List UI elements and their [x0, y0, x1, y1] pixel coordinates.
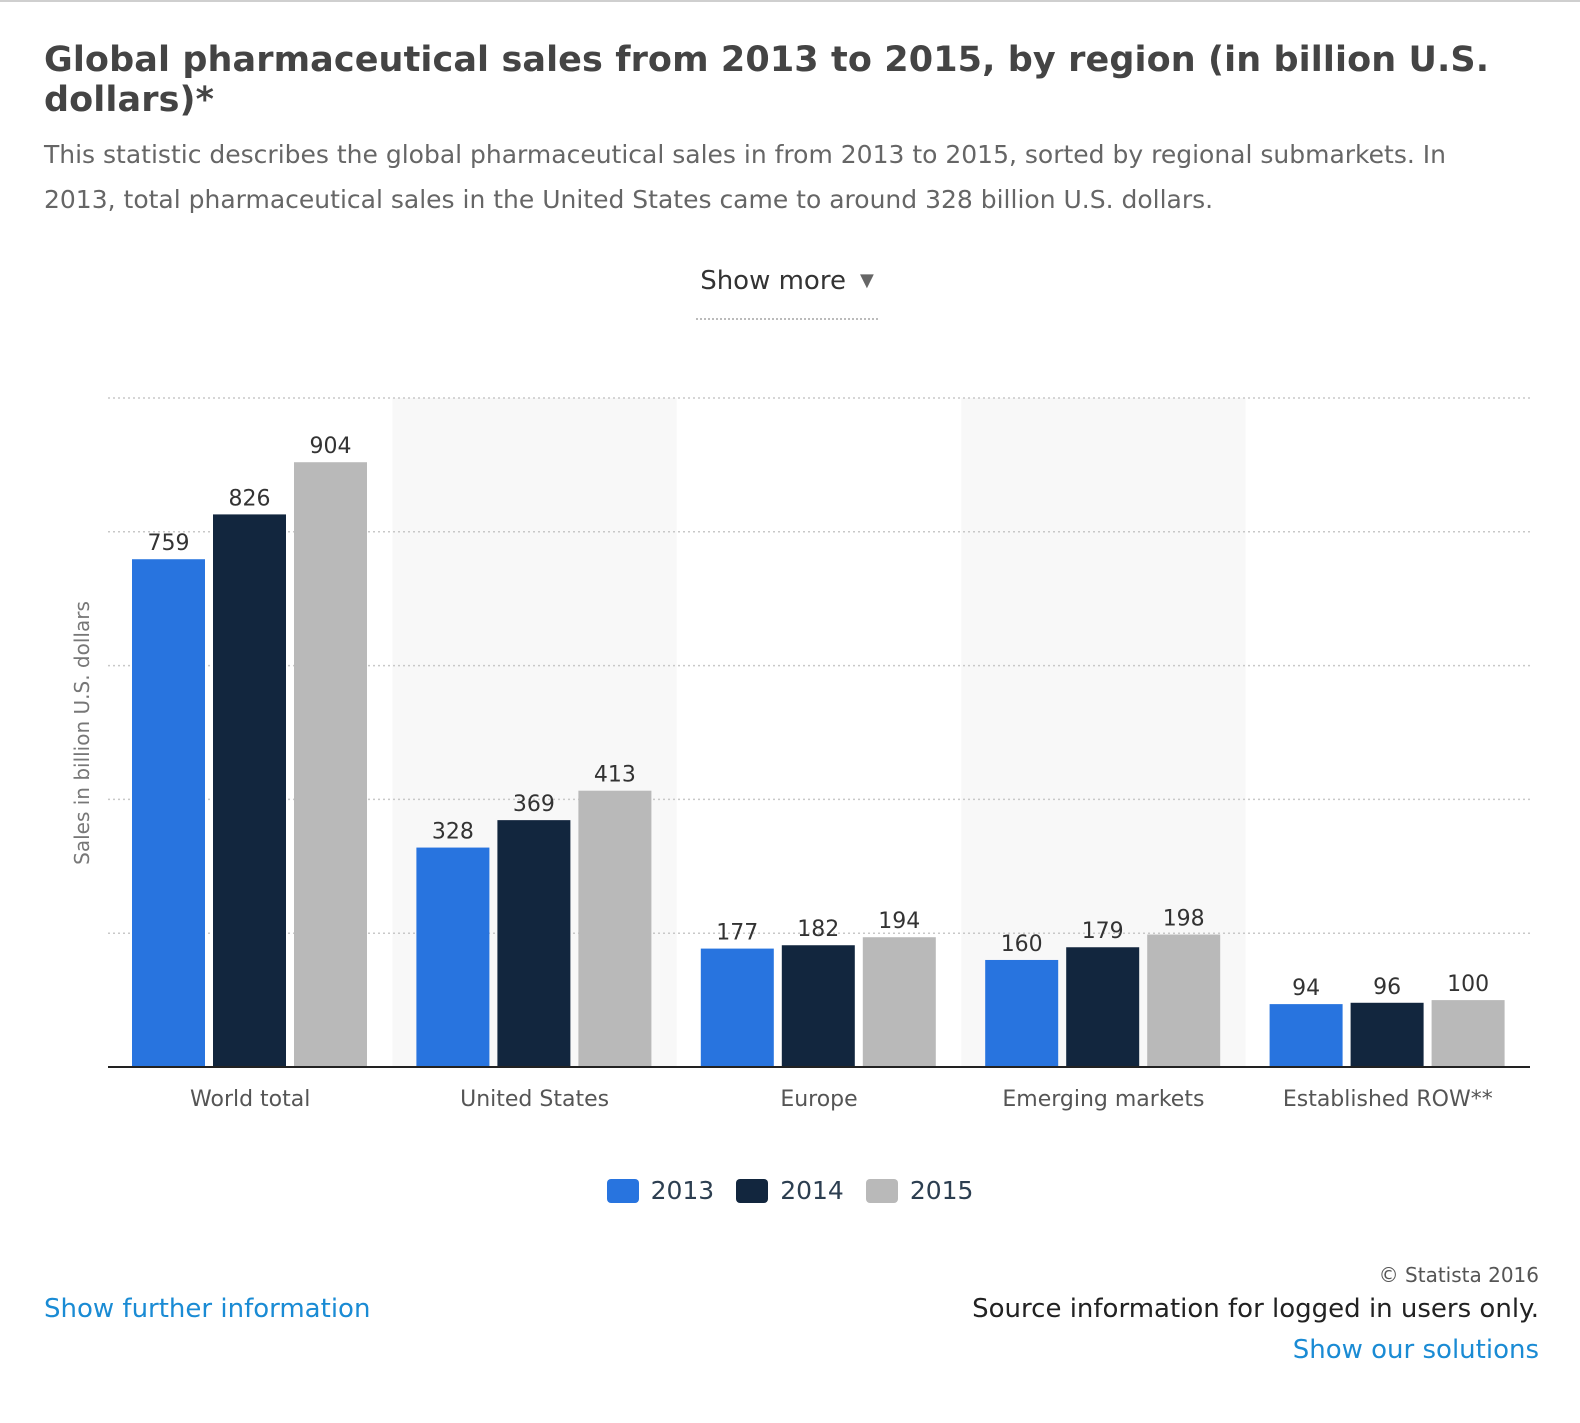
data-label: 160 [1001, 932, 1043, 957]
bar-2013 [1269, 1004, 1343, 1067]
data-label: 94 [1292, 976, 1320, 1001]
bar-2015 [1147, 934, 1221, 1067]
data-label: 182 [797, 917, 839, 942]
source-info-text: Source information for logged in users o… [972, 1294, 1539, 1324]
x-tick-label: Established ROW** [1283, 1087, 1493, 1112]
legend-swatch [736, 1178, 769, 1203]
x-tick-label: United States [460, 1087, 609, 1112]
bar-2014 [1066, 947, 1140, 1067]
legend-label: 2013 [650, 1176, 715, 1205]
bar-2014 [213, 514, 286, 1067]
bar-2013 [985, 959, 1059, 1067]
x-tick-label: Europe [780, 1087, 857, 1112]
data-label: 198 [1163, 907, 1205, 932]
bar-2014 [497, 820, 571, 1067]
y-axis-label: Sales in billion U.S. dollars [70, 601, 94, 865]
legend-item-2015[interactable]: 2015 [865, 1176, 974, 1205]
legend-label: 2015 [909, 1176, 974, 1205]
legend-swatch [606, 1178, 639, 1203]
bar-2013 [416, 847, 490, 1067]
show-further-information-link[interactable]: Show further information [44, 1294, 371, 1324]
bar-2014 [1350, 1002, 1424, 1067]
bar-2015 [294, 462, 367, 1067]
legend-item-2013[interactable]: 2013 [606, 1176, 715, 1205]
x-tick-label: World total [190, 1087, 310, 1112]
data-label: 96 [1373, 975, 1401, 1000]
data-label: 177 [716, 921, 758, 946]
data-label: 759 [148, 531, 190, 556]
page-title: Global pharmaceutical sales from 2013 to… [44, 40, 1490, 120]
show-more-button[interactable]: Show more ▼ [696, 266, 878, 320]
show-solutions-link[interactable]: Show our solutions [1292, 1335, 1539, 1365]
data-label: 179 [1082, 919, 1124, 944]
data-label: 904 [310, 434, 352, 459]
data-label: 826 [229, 486, 271, 511]
bar-2013 [132, 559, 205, 1067]
legend-swatch [865, 1178, 898, 1203]
chart-legend: 2013 2014 2015 [0, 1176, 1580, 1205]
data-label: 413 [594, 763, 636, 788]
top-divider [0, 0, 1580, 2]
bar-2013 [700, 948, 774, 1067]
legend-label: 2014 [780, 1176, 844, 1205]
data-label: 100 [1447, 972, 1489, 997]
bar-2014 [781, 945, 855, 1067]
legend-item-2014[interactable]: 2014 [736, 1176, 844, 1205]
data-label: 328 [432, 820, 474, 845]
bar-2015 [1431, 1000, 1505, 1067]
data-label: 194 [878, 909, 920, 934]
show-more-label: Show more [700, 266, 846, 296]
bar-2015 [578, 790, 652, 1067]
bar-chart: 759 826 904 World total 328 369 413 United Stat… [70, 397, 1530, 1112]
x-tick-label: Emerging markets [1002, 1087, 1204, 1112]
data-label: 369 [513, 792, 555, 817]
copyright-text: © Statista 2016 [1378, 1263, 1539, 1287]
chart-description: This statistic describes the global phar… [44, 140, 1446, 214]
bar-2015 [862, 937, 936, 1067]
triangle-down-icon: ▼ [859, 270, 874, 291]
